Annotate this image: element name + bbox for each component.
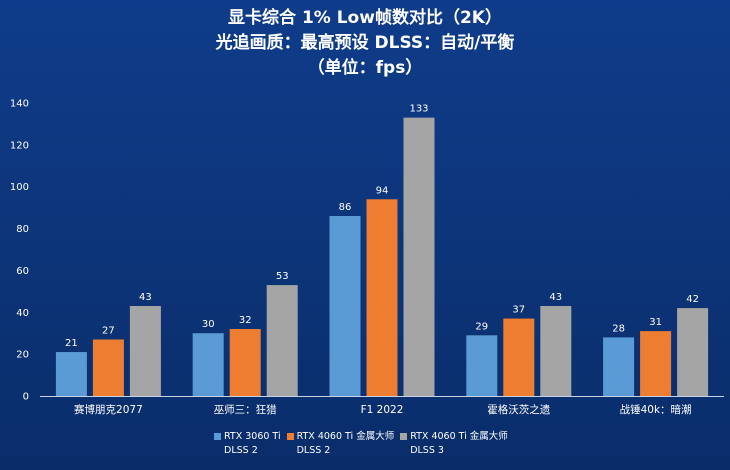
data-label-s2-c1: 27 — [102, 325, 115, 336]
bar-s3-c5 — [677, 308, 709, 396]
data-label-s2-c2: 32 — [239, 315, 252, 326]
legend-swatch-series-3 — [400, 433, 408, 440]
data-label-s2-c3: 94 — [376, 185, 389, 196]
chart-title-line-3: （单位：fps） — [307, 58, 423, 78]
bar-s2-c4 — [503, 318, 535, 396]
data-label-s3-c4: 43 — [549, 292, 562, 303]
bar-s3-c2 — [266, 285, 298, 396]
legend-item-series-3: RTX 4060 Ti 金属大师 DLSS 3 — [400, 430, 508, 458]
data-label-s3-c5: 42 — [686, 294, 699, 305]
x-tick-label-1: 巫师三：狂猎 — [214, 403, 277, 416]
chart-title-line-2: 光追画质：最高预设 DLSS：自动/平衡 — [215, 33, 515, 53]
chart-title-line-1: 显卡综合 1% Low帧数对比（2K） — [228, 8, 502, 28]
bar-s1-c4 — [466, 335, 498, 396]
legend-label-series-1: RTX 3060 Ti DLSS 2 — [224, 431, 281, 456]
bar-s1-c1 — [55, 352, 87, 396]
legend-item-series-2: RTX 4060 Ti 金属大师 DLSS 2 — [286, 430, 395, 458]
bar-s2-c3 — [366, 199, 398, 396]
data-label-s1-c3: 86 — [339, 202, 352, 213]
legend-label-series-3: RTX 4060 Ti 金属大师 DLSS 3 — [410, 431, 508, 456]
bar-s1-c2 — [192, 333, 224, 396]
data-label-s1-c4: 29 — [475, 321, 488, 332]
data-label-s1-c1: 21 — [65, 338, 78, 349]
legend-swatch-series-1 — [214, 433, 221, 440]
chart-title: 显卡综合 1% Low帧数对比（2K） 光追画质：最高预设 DLSS：自动/平衡… — [0, 6, 730, 81]
data-label-s3-c3: 133 — [409, 104, 428, 115]
data-label-s2-c4: 37 — [512, 305, 525, 316]
bar-s2-c5 — [640, 331, 672, 396]
y-tick-label-6: 120 — [10, 140, 29, 151]
x-tick-label-2: F1 2022 — [361, 404, 404, 416]
data-label-s2-c5: 31 — [649, 317, 662, 328]
y-tick-label-4: 80 — [16, 224, 29, 235]
bar-s3-c1 — [129, 306, 161, 396]
legend-label-series-2: RTX 4060 Ti 金属大师 DLSS 2 — [296, 431, 395, 456]
x-tick-label-4: 战锤40k：暗潮 — [620, 403, 692, 416]
bar-s1-c3 — [329, 216, 361, 396]
data-label-s1-c5: 28 — [612, 323, 625, 334]
bar-s2-c2 — [229, 329, 261, 396]
bar-s3-c4 — [540, 306, 572, 396]
bar-s2-c1 — [92, 339, 124, 396]
y-tick-label-7: 140 — [10, 99, 29, 110]
chart-legend: RTX 3060 Ti DLSS 2 RTX 4060 Ti 金属大师 DLSS… — [214, 430, 508, 458]
bar-s3-c3 — [403, 117, 435, 397]
legend-item-series-1: RTX 3060 Ti DLSS 2 — [214, 430, 281, 458]
data-label-s3-c2: 53 — [276, 271, 289, 282]
y-tick-label-5: 100 — [10, 182, 29, 193]
y-tick-label-0: 0 — [23, 392, 29, 403]
bar-s1-c5 — [603, 337, 635, 396]
x-tick-label-0: 赛博朋克2077 — [74, 403, 143, 416]
data-label-s3-c1: 43 — [139, 292, 152, 303]
legend-swatch-series-2 — [286, 433, 294, 440]
data-label-s1-c2: 30 — [202, 319, 215, 330]
y-tick-label-2: 40 — [16, 308, 29, 319]
y-tick-label-3: 60 — [16, 266, 29, 277]
x-tick-label-3: 霍格沃茨之遗 — [487, 403, 550, 416]
y-tick-label-1: 20 — [16, 350, 29, 361]
